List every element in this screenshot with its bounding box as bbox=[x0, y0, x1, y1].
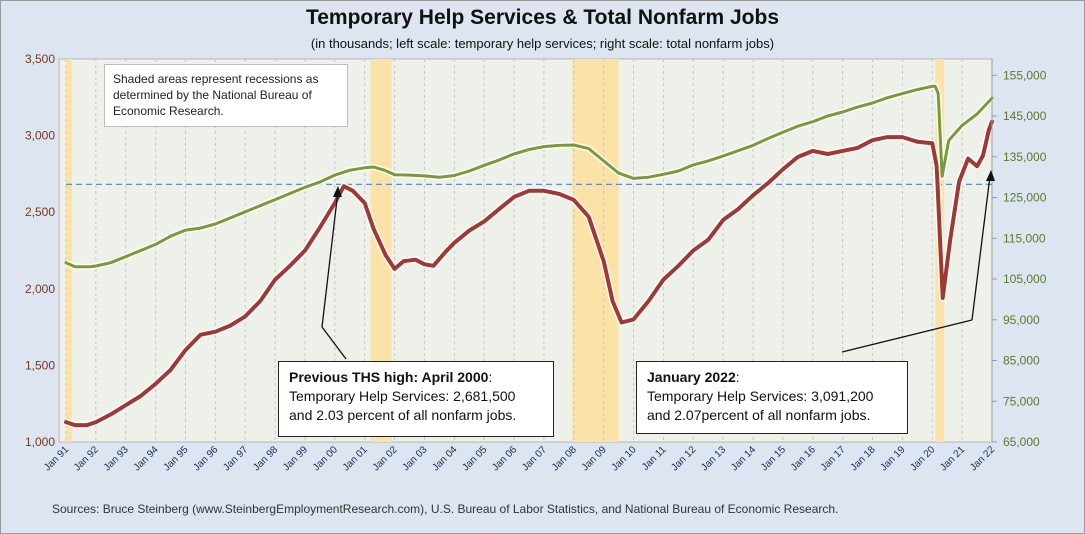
annotation-2000: Previous THS high: April 2000: Temporary… bbox=[278, 361, 554, 437]
left-axis: 1,000 1,500 2,000 2,500 3,000 3,500 bbox=[25, 52, 55, 449]
annotation-2000-line1: Temporary Help Services: 2,681,500 bbox=[289, 388, 516, 404]
right-tick-label: 155,000 bbox=[1003, 68, 1047, 82]
x-tick-label: Jan 12 bbox=[669, 444, 698, 473]
x-tick-label: Jan 20 bbox=[908, 444, 937, 473]
annotation-2022-heading: January 2022 bbox=[647, 369, 736, 385]
left-tick-label: 2,500 bbox=[25, 205, 55, 219]
x-tick-label: Jan 97 bbox=[221, 444, 250, 473]
left-tick-label: 3,500 bbox=[25, 52, 55, 66]
x-tick-label: Jan 93 bbox=[102, 444, 131, 473]
x-tick-label: Jan 16 bbox=[789, 444, 818, 473]
temp-help-services-line bbox=[64, 119, 994, 428]
annotation-2022: January 2022: Temporary Help Services: 3… bbox=[636, 361, 908, 434]
annotation-2022-line1: Temporary Help Services: 3,091,200 bbox=[647, 388, 874, 404]
x-tick-label: Jan 95 bbox=[162, 444, 191, 473]
x-tick-label: Jan 02 bbox=[371, 444, 400, 473]
x-tick-label: Jan 22 bbox=[968, 444, 997, 473]
right-tick-label: 95,000 bbox=[1003, 313, 1040, 327]
right-tick-label: 125,000 bbox=[1003, 191, 1047, 205]
x-tick-label: Jan 17 bbox=[819, 444, 848, 473]
right-tick-label: 135,000 bbox=[1003, 150, 1047, 164]
x-tick-label: Jan 96 bbox=[191, 444, 220, 473]
annotation-2022-line2: and 2.07percent of all nonfarm jobs. bbox=[647, 407, 871, 423]
sources-note: Sources: Bruce Steinberg (www.SteinbergE… bbox=[52, 502, 839, 516]
recession-note: Shaded areas represent recessions as det… bbox=[104, 64, 348, 127]
chart-title: Temporary Help Services & Total Nonfarm … bbox=[305, 6, 780, 29]
x-axis: Jan 91 Jan 92 Jan 93 Jan 94 Jan 95 Jan 96 Jan … bbox=[42, 444, 997, 473]
annotation-2000-colon: : bbox=[488, 369, 493, 385]
right-tick-label: 105,000 bbox=[1003, 272, 1047, 286]
x-tick-label: Jan 98 bbox=[251, 444, 280, 473]
right-tick-label: 85,000 bbox=[1003, 354, 1040, 368]
x-tick-label: Jan 04 bbox=[430, 444, 459, 473]
x-tick-label: Jan 19 bbox=[878, 444, 907, 473]
right-tick-label: 115,000 bbox=[1003, 231, 1046, 245]
recession-band bbox=[66, 59, 72, 442]
right-tick-label: 145,000 bbox=[1003, 109, 1047, 123]
left-tick-label: 1,000 bbox=[25, 435, 55, 449]
right-tick-label: 65,000 bbox=[1003, 435, 1040, 449]
x-tick-label: Jan 14 bbox=[729, 444, 758, 473]
x-tick-label: Jan 06 bbox=[490, 444, 519, 473]
x-tick-label: Jan 05 bbox=[460, 444, 489, 473]
chart-subtitle: (in thousands; left scale: temporary hel… bbox=[310, 36, 775, 51]
right-tick-label: 75,000 bbox=[1003, 394, 1040, 408]
recession-band bbox=[572, 59, 619, 442]
x-tick-label: Jan 10 bbox=[610, 444, 639, 473]
x-tick-label: Jan 09 bbox=[580, 444, 609, 473]
x-tick-label: Jan 94 bbox=[132, 444, 161, 473]
annotation-2022-colon: : bbox=[735, 369, 740, 385]
annotation-arrows bbox=[321, 170, 995, 360]
x-tick-label: Jan 07 bbox=[520, 444, 549, 473]
left-tick-label: 3,000 bbox=[25, 129, 55, 143]
x-tick-label: Jan 15 bbox=[759, 444, 788, 473]
x-tick-label: Jan 01 bbox=[341, 444, 370, 473]
x-tick-label: Jan 99 bbox=[281, 444, 310, 473]
x-tick-label: Jan 21 bbox=[938, 444, 967, 473]
annotation-2000-line2: and 2.03 percent of all nonfarm jobs. bbox=[289, 407, 517, 423]
x-tick-label: Jan 18 bbox=[849, 444, 878, 473]
x-tick-label: Jan 13 bbox=[699, 444, 728, 473]
data-series bbox=[64, 83, 996, 429]
left-tick-label: 1,500 bbox=[25, 358, 55, 372]
x-tick-label: Jan 03 bbox=[401, 444, 430, 473]
right-axis: 65,000 75,000 85,000 95,000 105,000 115,000 12… bbox=[991, 59, 1047, 449]
x-tick-label: Jan 00 bbox=[311, 444, 340, 473]
left-tick-label: 2,000 bbox=[25, 282, 55, 296]
x-tick-label: Jan 92 bbox=[72, 444, 101, 473]
x-tick-label: Jan 11 bbox=[640, 444, 669, 473]
total-nonfarm-line bbox=[64, 84, 994, 269]
x-tick-label: Jan 08 bbox=[550, 444, 579, 473]
annotation-2000-heading: Previous THS high: April 2000 bbox=[289, 369, 489, 385]
